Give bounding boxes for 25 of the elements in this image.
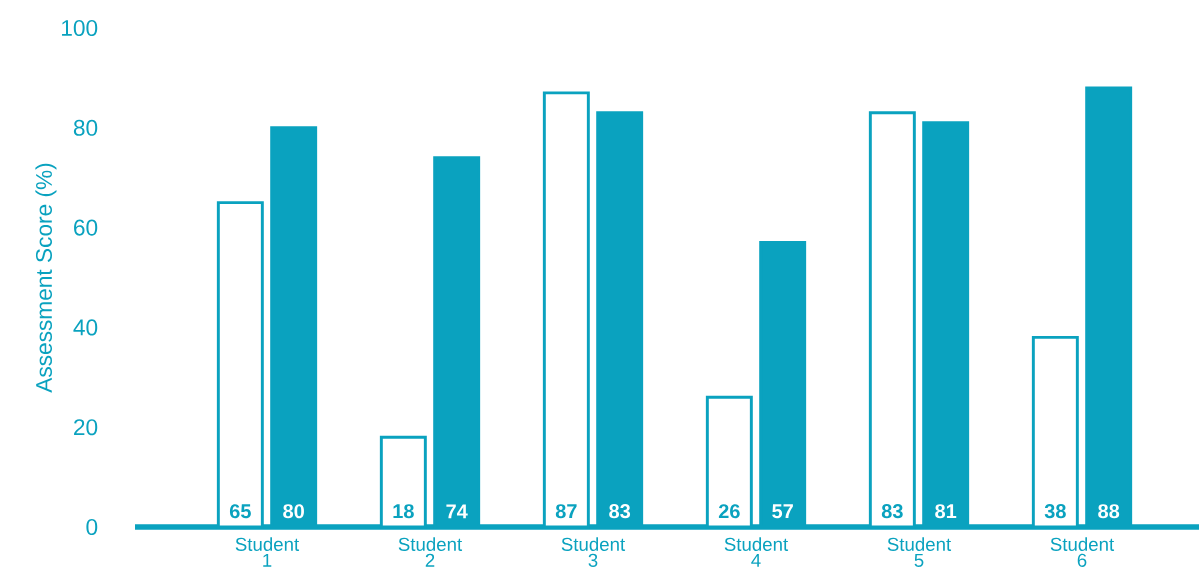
- data-label: 80: [283, 504, 304, 519]
- x-tick-label: Student 5: [887, 537, 952, 567]
- data-label: 74: [446, 504, 468, 519]
- data-label: 83: [881, 504, 903, 519]
- data-label: 57: [772, 504, 793, 519]
- y-tick-label: 0: [86, 518, 98, 536]
- data-label: 83: [609, 504, 631, 519]
- data-label: 26: [718, 504, 740, 519]
- y-tick-label: 80: [73, 119, 98, 136]
- x-tick-label: Student 3: [561, 537, 626, 567]
- y-tick-label: 100: [62, 19, 98, 37]
- data-label: 81: [935, 504, 957, 519]
- y-tick-label: 60: [74, 219, 98, 236]
- x-tick-label: Student 4: [724, 537, 789, 567]
- data-label: 18: [393, 504, 414, 519]
- data-label: 38: [1044, 504, 1066, 519]
- x-tick-label: Student 6: [1050, 537, 1115, 567]
- y-tick-label: 40: [73, 319, 98, 336]
- x-tick-label: Student 1: [235, 537, 300, 567]
- y-axis-title: Assessment Score (%): [35, 163, 57, 393]
- data-label: 65: [229, 504, 251, 519]
- y-tick-label: 20: [74, 419, 98, 436]
- data-label: 88: [1098, 504, 1120, 519]
- data-label: 87: [555, 504, 577, 519]
- x-tick-label: Student 2: [398, 537, 463, 567]
